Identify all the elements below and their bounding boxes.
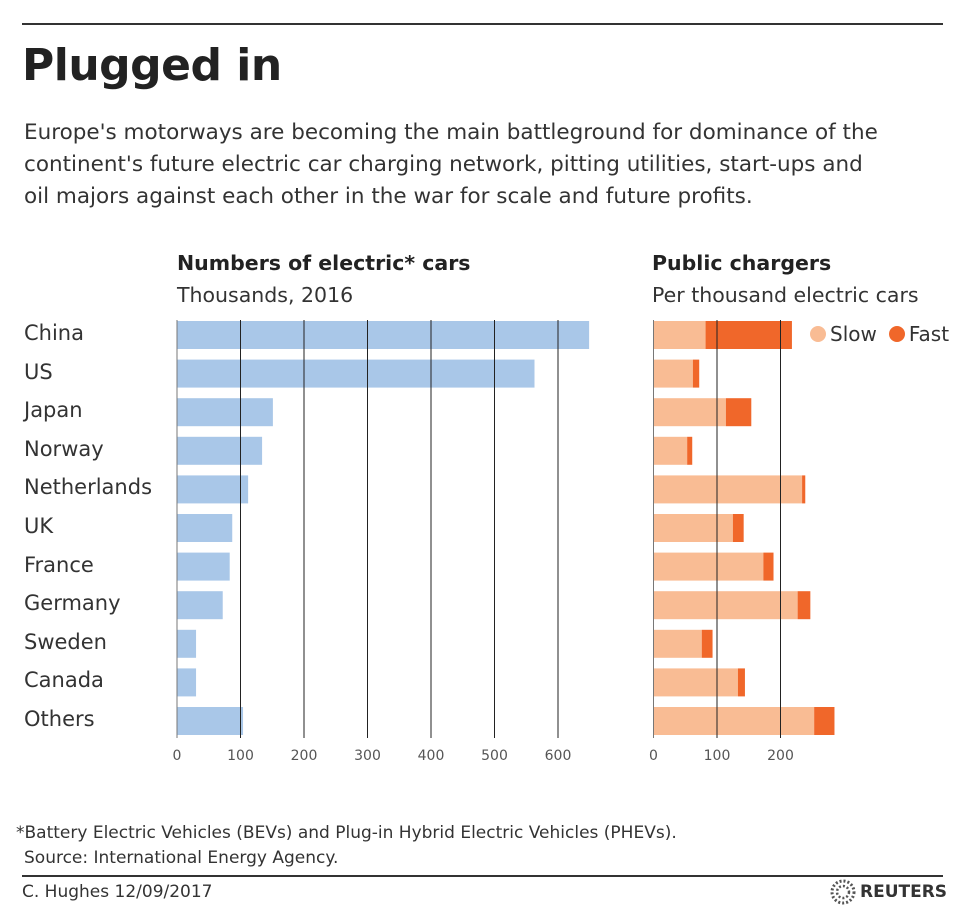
bar-canada-fast (737, 668, 745, 697)
bar-germany-fast (797, 591, 811, 620)
source: Source: International Energy Agency. (24, 848, 339, 868)
category-label: Japan (24, 398, 83, 423)
category-label: Canada (24, 668, 104, 693)
bar-others (177, 707, 244, 735)
subtitle-line: oil majors against each other in the war… (24, 184, 753, 209)
bar-france-slow (653, 552, 764, 581)
tick-label: 100 (227, 748, 254, 764)
bar-sweden-fast (701, 629, 713, 658)
bar-germany (177, 591, 223, 620)
category-label: Germany (24, 591, 121, 616)
bar-us-slow (653, 359, 693, 388)
bottom-rule (22, 875, 943, 877)
subtitle-line: Europe's motorways are becoming the main… (24, 120, 878, 145)
bar-japan-slow (653, 398, 726, 427)
bar-norway (177, 436, 263, 465)
bar-us-fast (692, 359, 700, 388)
category-label: US (24, 359, 53, 384)
category-label: China (24, 321, 84, 345)
bar-canada (177, 668, 197, 697)
tick-label: 600 (544, 748, 572, 764)
reuters-wordmark: REUTERS (860, 882, 948, 902)
bar-others-slow (653, 707, 815, 735)
bar-japan (177, 398, 273, 427)
top-rule (22, 23, 943, 25)
bar-us (177, 359, 535, 388)
category-label: Sweden (24, 629, 107, 654)
legend-swatch-fast (888, 326, 905, 342)
tick-label: 0 (649, 748, 658, 764)
bar-norway-fast (687, 436, 693, 465)
right-chart-subtitle: Per thousand electric cars (652, 283, 919, 307)
page-title: Plugged in (22, 40, 282, 91)
bar-others-fast (814, 707, 835, 735)
legend-label-fast: Fast (908, 322, 950, 346)
category-label: Others (24, 707, 95, 731)
bar-china-slow (653, 321, 706, 349)
footnote: *Battery Electric Vehicles (BEVs) and Pl… (16, 823, 677, 843)
legend-swatch-slow (810, 326, 826, 342)
tick-label: 200 (767, 748, 794, 764)
reuters-dots-icon (830, 879, 856, 905)
category-label: France (24, 552, 94, 577)
left-chart-subtitle: Thousands, 2016 (177, 283, 354, 307)
bar-canada-slow (653, 668, 738, 697)
right-chart-title: Public chargers (652, 251, 832, 275)
bar-france (177, 552, 230, 581)
bar-uk-fast (732, 514, 744, 542)
legend: Slow Fast (810, 322, 949, 346)
bar-china (177, 321, 590, 349)
tick-label: 200 (290, 748, 318, 764)
bar-netherlands (177, 475, 249, 504)
bar-netherlands-fast (802, 475, 806, 504)
category-label: Norway (24, 436, 104, 461)
bar-germany-slow (653, 591, 798, 620)
bar-japan-fast (725, 398, 752, 427)
left-chart-title: Numbers of electric* cars (177, 251, 471, 275)
subtitle-line: continent's future electric car charging… (24, 152, 863, 177)
bar-china-fast (705, 321, 792, 349)
bar-sweden (177, 629, 197, 658)
bar-uk-slow (653, 514, 733, 542)
category-label: UK (24, 514, 54, 538)
tick-label: 100 (703, 748, 731, 764)
bar-netherlands-slow (653, 475, 803, 504)
tick-label: 300 (354, 748, 381, 764)
tick-label: 400 (417, 748, 445, 764)
reuters-logo: REUTERS (830, 879, 947, 905)
bar-norway-slow (653, 436, 688, 465)
credit: C. Hughes 12/09/2017 (22, 882, 213, 902)
category-label: Netherlands (24, 475, 153, 500)
bar-france-fast (763, 552, 774, 581)
legend-label-slow: Slow (830, 322, 877, 346)
tick-label: 0 (172, 748, 182, 764)
bar-uk (177, 514, 233, 542)
tick-label: 500 (481, 748, 508, 764)
bar-sweden-slow (653, 629, 702, 658)
